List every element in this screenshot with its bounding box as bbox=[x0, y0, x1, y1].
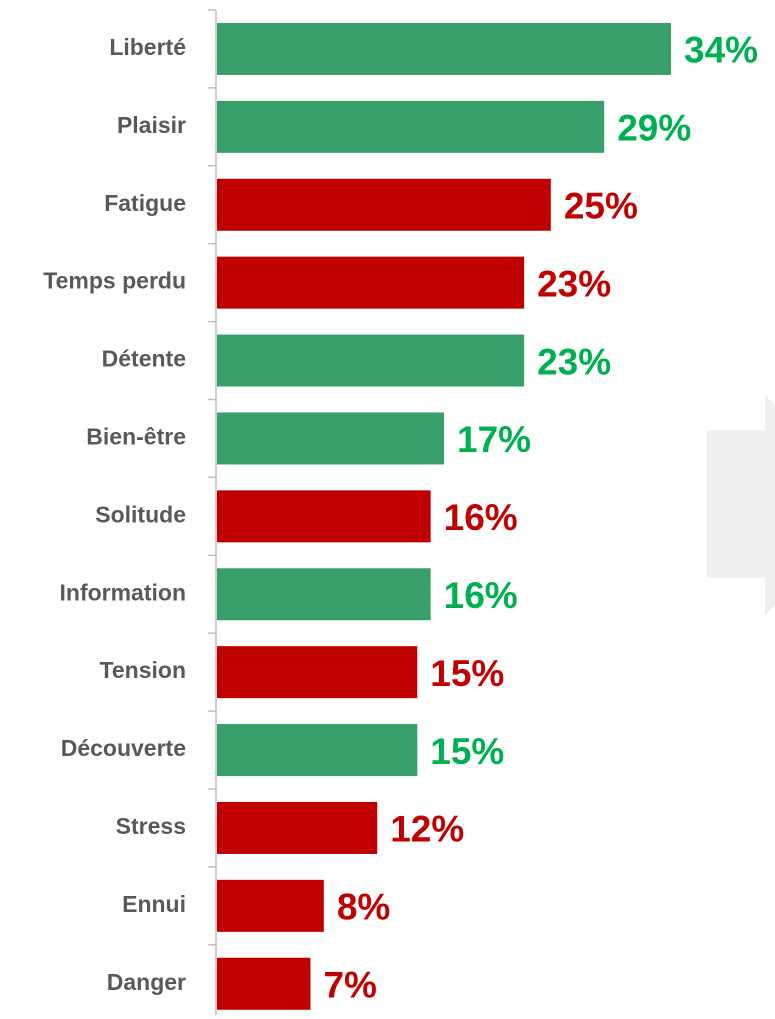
category-label: Solitude bbox=[95, 501, 186, 527]
value-label: 15% bbox=[430, 653, 504, 694]
value-label: 12% bbox=[390, 809, 464, 850]
bar bbox=[217, 801, 378, 854]
category-label: Ennui bbox=[122, 891, 186, 917]
category-label: Détente bbox=[102, 346, 186, 372]
bar bbox=[217, 724, 418, 777]
value-label: 15% bbox=[430, 731, 504, 772]
category-label: Bien-être bbox=[86, 424, 186, 450]
value-label: 17% bbox=[457, 419, 531, 460]
category-label: Information bbox=[60, 579, 187, 605]
bar bbox=[217, 568, 431, 621]
value-label: 16% bbox=[444, 497, 518, 538]
category-label: Découverte bbox=[61, 735, 186, 761]
value-label: 7% bbox=[323, 965, 376, 1006]
bar bbox=[217, 957, 311, 1010]
category-label: Temps perdu bbox=[43, 268, 186, 294]
category-label: Liberté bbox=[109, 34, 186, 60]
value-label: 25% bbox=[564, 186, 638, 227]
value-label: 23% bbox=[537, 263, 611, 304]
bar bbox=[217, 412, 444, 465]
category-label: Stress bbox=[116, 813, 186, 839]
bar bbox=[217, 22, 671, 75]
bar bbox=[217, 178, 551, 231]
category-label: Fatigue bbox=[104, 190, 186, 216]
bar bbox=[217, 100, 605, 153]
bar bbox=[217, 646, 418, 699]
value-label: 16% bbox=[444, 575, 518, 616]
value-label: 23% bbox=[537, 341, 611, 382]
category-label: Tension bbox=[100, 657, 186, 683]
category-label: Danger bbox=[107, 969, 186, 995]
bar bbox=[217, 490, 431, 543]
bar bbox=[217, 256, 525, 309]
value-label: 29% bbox=[617, 108, 691, 149]
bar bbox=[217, 334, 525, 387]
bar bbox=[217, 879, 324, 932]
value-label: 34% bbox=[684, 30, 758, 71]
value-label: 8% bbox=[337, 887, 390, 928]
arrow-shape bbox=[707, 395, 775, 615]
category-label: Plaisir bbox=[117, 112, 186, 138]
